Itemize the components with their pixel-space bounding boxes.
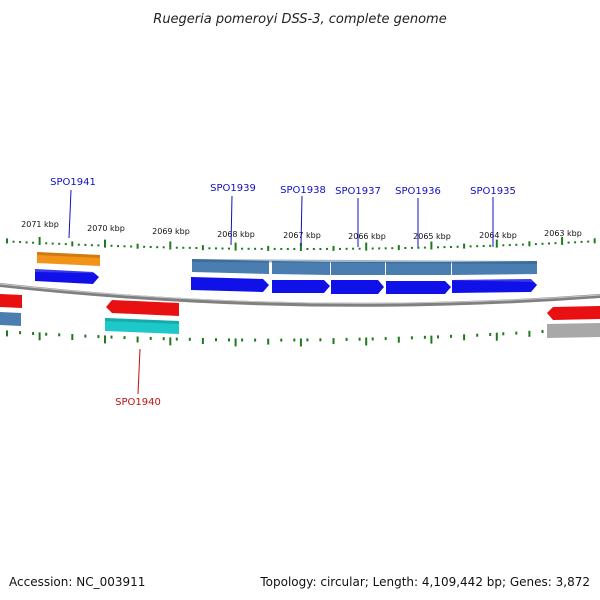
gene-label-spo1936[interactable]: SPO1936 (395, 186, 441, 197)
cds-spo1941[interactable] (35, 269, 99, 284)
feature-bluegray-3[interactable] (331, 262, 385, 275)
feature-gray-right[interactable] (547, 323, 600, 338)
genome-stats-text: Topology: circular; Length: 4,109,442 bp… (260, 575, 590, 589)
feature-bluegray-2[interactable] (272, 261, 330, 275)
upper-scale-ticks (6, 236, 596, 251)
gene-label-spo1939[interactable]: SPO1939 (210, 183, 256, 194)
kbp-label-2066: 2066 kbp (348, 232, 386, 241)
cds-spo1935[interactable] (452, 279, 537, 293)
forward-cds-track (35, 269, 537, 294)
feature-bluegray-left[interactable] (0, 312, 21, 326)
upper-feature-track (0, 252, 537, 326)
kbp-label-2070: 2070 kbp (87, 224, 125, 233)
gene-labels: SPO1941 SPO1939 SPO1938 SPO1937 SPO1936 … (50, 177, 516, 408)
kbp-label-2069: 2069 kbp (152, 227, 190, 236)
cds-spo1938[interactable] (272, 280, 330, 293)
gene-label-spo1935[interactable]: SPO1935 (470, 186, 516, 197)
cds-right-red[interactable] (547, 306, 600, 320)
lower-scale-ticks (6, 326, 596, 347)
feature-bluegray-1[interactable] (192, 259, 269, 274)
accession-text: Accession: NC_003911 (9, 575, 146, 589)
cds-spo1937[interactable] (331, 280, 384, 294)
lower-feature-track (105, 318, 600, 338)
cds-spo1939[interactable] (191, 277, 269, 292)
gene-label-spo1937[interactable]: SPO1937 (335, 186, 381, 197)
gene-label-spo1941[interactable]: SPO1941 (50, 177, 96, 188)
kbp-scale: 2071 kbp 2070 kbp 2069 kbp 2068 kbp 2067… (21, 220, 582, 241)
kbp-label-2071: 2071 kbp (21, 220, 59, 229)
gene-label-spo1940[interactable]: SPO1940 (115, 397, 161, 408)
cds-spo1936[interactable] (386, 281, 451, 294)
kbp-label-2068: 2068 kbp (217, 230, 255, 239)
kbp-label-2064: 2064 kbp (479, 231, 517, 240)
cds-left-red[interactable] (0, 294, 22, 308)
feature-bluegray-4[interactable] (386, 262, 451, 275)
reverse-cds-track (0, 294, 600, 320)
gene-label-spo1938[interactable]: SPO1938 (280, 185, 326, 196)
kbp-label-2063: 2063 kbp (544, 229, 582, 238)
feature-bluegray-5[interactable] (452, 261, 537, 275)
kbp-label-2067: 2067 kbp (283, 231, 321, 240)
genome-backbone (0, 283, 600, 307)
cds-spo1940[interactable] (106, 300, 179, 316)
genome-title: Ruegeria pomeroyi DSS-3, complete genome (153, 12, 446, 27)
kbp-label-2065: 2065 kbp (413, 232, 451, 241)
